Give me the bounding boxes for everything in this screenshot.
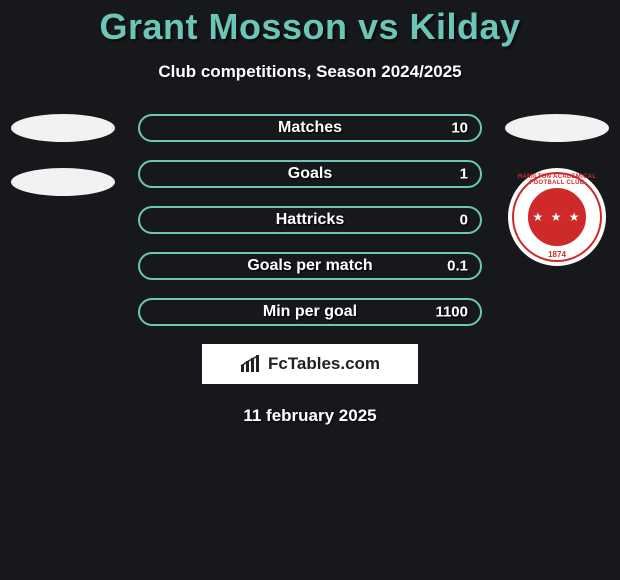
stat-label: Matches (140, 119, 480, 137)
crest-inner-disc: ★ ★ ★ (526, 186, 588, 248)
comparison-panel: HAMILTON ACADEMICAL FOOTBALL CLUB ★ ★ ★ … (0, 114, 620, 426)
crest-year: 1874 (508, 250, 606, 259)
left-player-badges (8, 114, 118, 222)
stat-bars: Matches 10 Goals 1 Hattricks 0 Goals per… (138, 114, 482, 326)
stat-right-value: 0 (460, 212, 468, 229)
stat-right-value: 1100 (435, 304, 468, 321)
stat-row-goals: Goals 1 (138, 160, 482, 188)
club-crest: HAMILTON ACADEMICAL FOOTBALL CLUB ★ ★ ★ … (508, 168, 606, 266)
stat-row-matches: Matches 10 (138, 114, 482, 142)
stat-row-min-per-goal: Min per goal 1100 (138, 298, 482, 326)
stat-row-goals-per-match: Goals per match 0.1 (138, 252, 482, 280)
right-player-badges: HAMILTON ACADEMICAL FOOTBALL CLUB ★ ★ ★ … (502, 114, 612, 266)
crest-top-text: HAMILTON ACADEMICAL FOOTBALL CLUB (508, 174, 606, 186)
brand-text: FcTables.com (268, 354, 380, 374)
club-crest-placeholder (11, 168, 115, 196)
stat-right-value: 10 (451, 120, 468, 137)
brand-badge: FcTables.com (202, 344, 418, 384)
stat-right-value: 0.1 (447, 258, 468, 275)
page-subtitle: Club competitions, Season 2024/2025 (0, 62, 620, 82)
stat-right-value: 1 (460, 166, 468, 183)
bar-chart-icon (240, 355, 262, 373)
snapshot-date: 11 february 2025 (0, 406, 620, 426)
stat-label: Goals (140, 165, 480, 183)
stat-row-hattricks: Hattricks 0 (138, 206, 482, 234)
player-photo-placeholder (505, 114, 609, 142)
player-photo-placeholder (11, 114, 115, 142)
stat-label: Goals per match (140, 257, 480, 275)
stat-label: Hattricks (140, 211, 480, 229)
stat-label: Min per goal (140, 303, 480, 321)
crest-stars-icon: ★ ★ ★ (528, 188, 586, 246)
page-title: Grant Mosson vs Kilday (0, 0, 620, 48)
